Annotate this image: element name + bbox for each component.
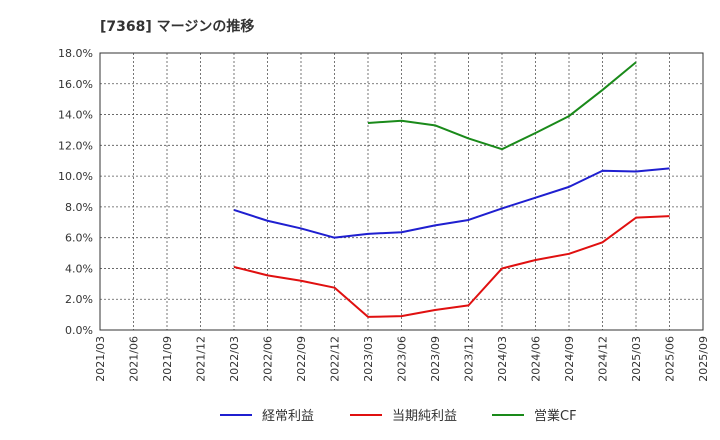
legend-label-1: 経常利益 — [262, 409, 314, 424]
x-tick-label: 2024/03 — [496, 336, 509, 382]
y-tick-label: 6.0% — [65, 232, 93, 245]
y-tick-label: 18.0% — [58, 47, 93, 60]
y-tick-label: 12.0% — [58, 139, 93, 152]
axis-layer: 0.0% 2.0% 4.0% 6.0% 8.0% 10.0% 12.0% 14.0% 16.0%… — [58, 47, 710, 382]
y-tick-label: 14.0% — [58, 109, 93, 122]
x-tick-label: 2025/03 — [630, 336, 643, 382]
series-line-1 — [233, 167, 670, 239]
y-tick-label: 10.0% — [58, 170, 93, 183]
legend-label-3: 営業CF — [534, 408, 577, 424]
y-tick-label: 8.0% — [65, 201, 93, 214]
x-tick-label: 2023/12 — [463, 336, 476, 382]
plot-frame — [99, 52, 704, 331]
x-tick-label: 2025/06 — [664, 336, 677, 382]
x-tick-label: 2021/03 — [94, 336, 107, 382]
x-tick-label: 2022/06 — [262, 336, 275, 382]
x-tick-label: 2024/09 — [563, 336, 576, 382]
y-tick-label: 16.0% — [58, 78, 93, 91]
y-tick-label: 4.0% — [65, 262, 93, 275]
grid-layer — [100, 52, 703, 330]
x-tick-label: 2024/12 — [597, 336, 610, 382]
x-tick-label: 2022/12 — [329, 336, 342, 382]
chart-title: [7368] マージンの推移 — [100, 18, 254, 35]
x-tick-label: 2023/09 — [429, 336, 442, 382]
legend: 経常利益 当期純利益 営業CF — [220, 408, 577, 424]
x-tick-label: 2023/03 — [362, 336, 375, 382]
x-tick-label: 2022/09 — [295, 336, 308, 382]
x-tick-label: 2021/09 — [161, 336, 174, 382]
series-line-3 — [367, 61, 637, 151]
series-line-2 — [233, 215, 670, 318]
x-tick-label: 2021/12 — [195, 336, 208, 382]
legend-label-2: 当期純利益 — [392, 409, 457, 424]
y-tick-label: 2.0% — [65, 293, 93, 306]
series-layer — [233, 61, 670, 318]
x-tick-label: 2023/06 — [396, 336, 409, 382]
x-tick-label: 2021/06 — [128, 336, 141, 382]
x-tick-label: 2022/03 — [228, 336, 241, 382]
x-tick-label: 2025/09 — [697, 336, 710, 382]
x-tick-label: 2024/06 — [530, 336, 543, 382]
y-tick-label: 0.0% — [65, 324, 93, 337]
